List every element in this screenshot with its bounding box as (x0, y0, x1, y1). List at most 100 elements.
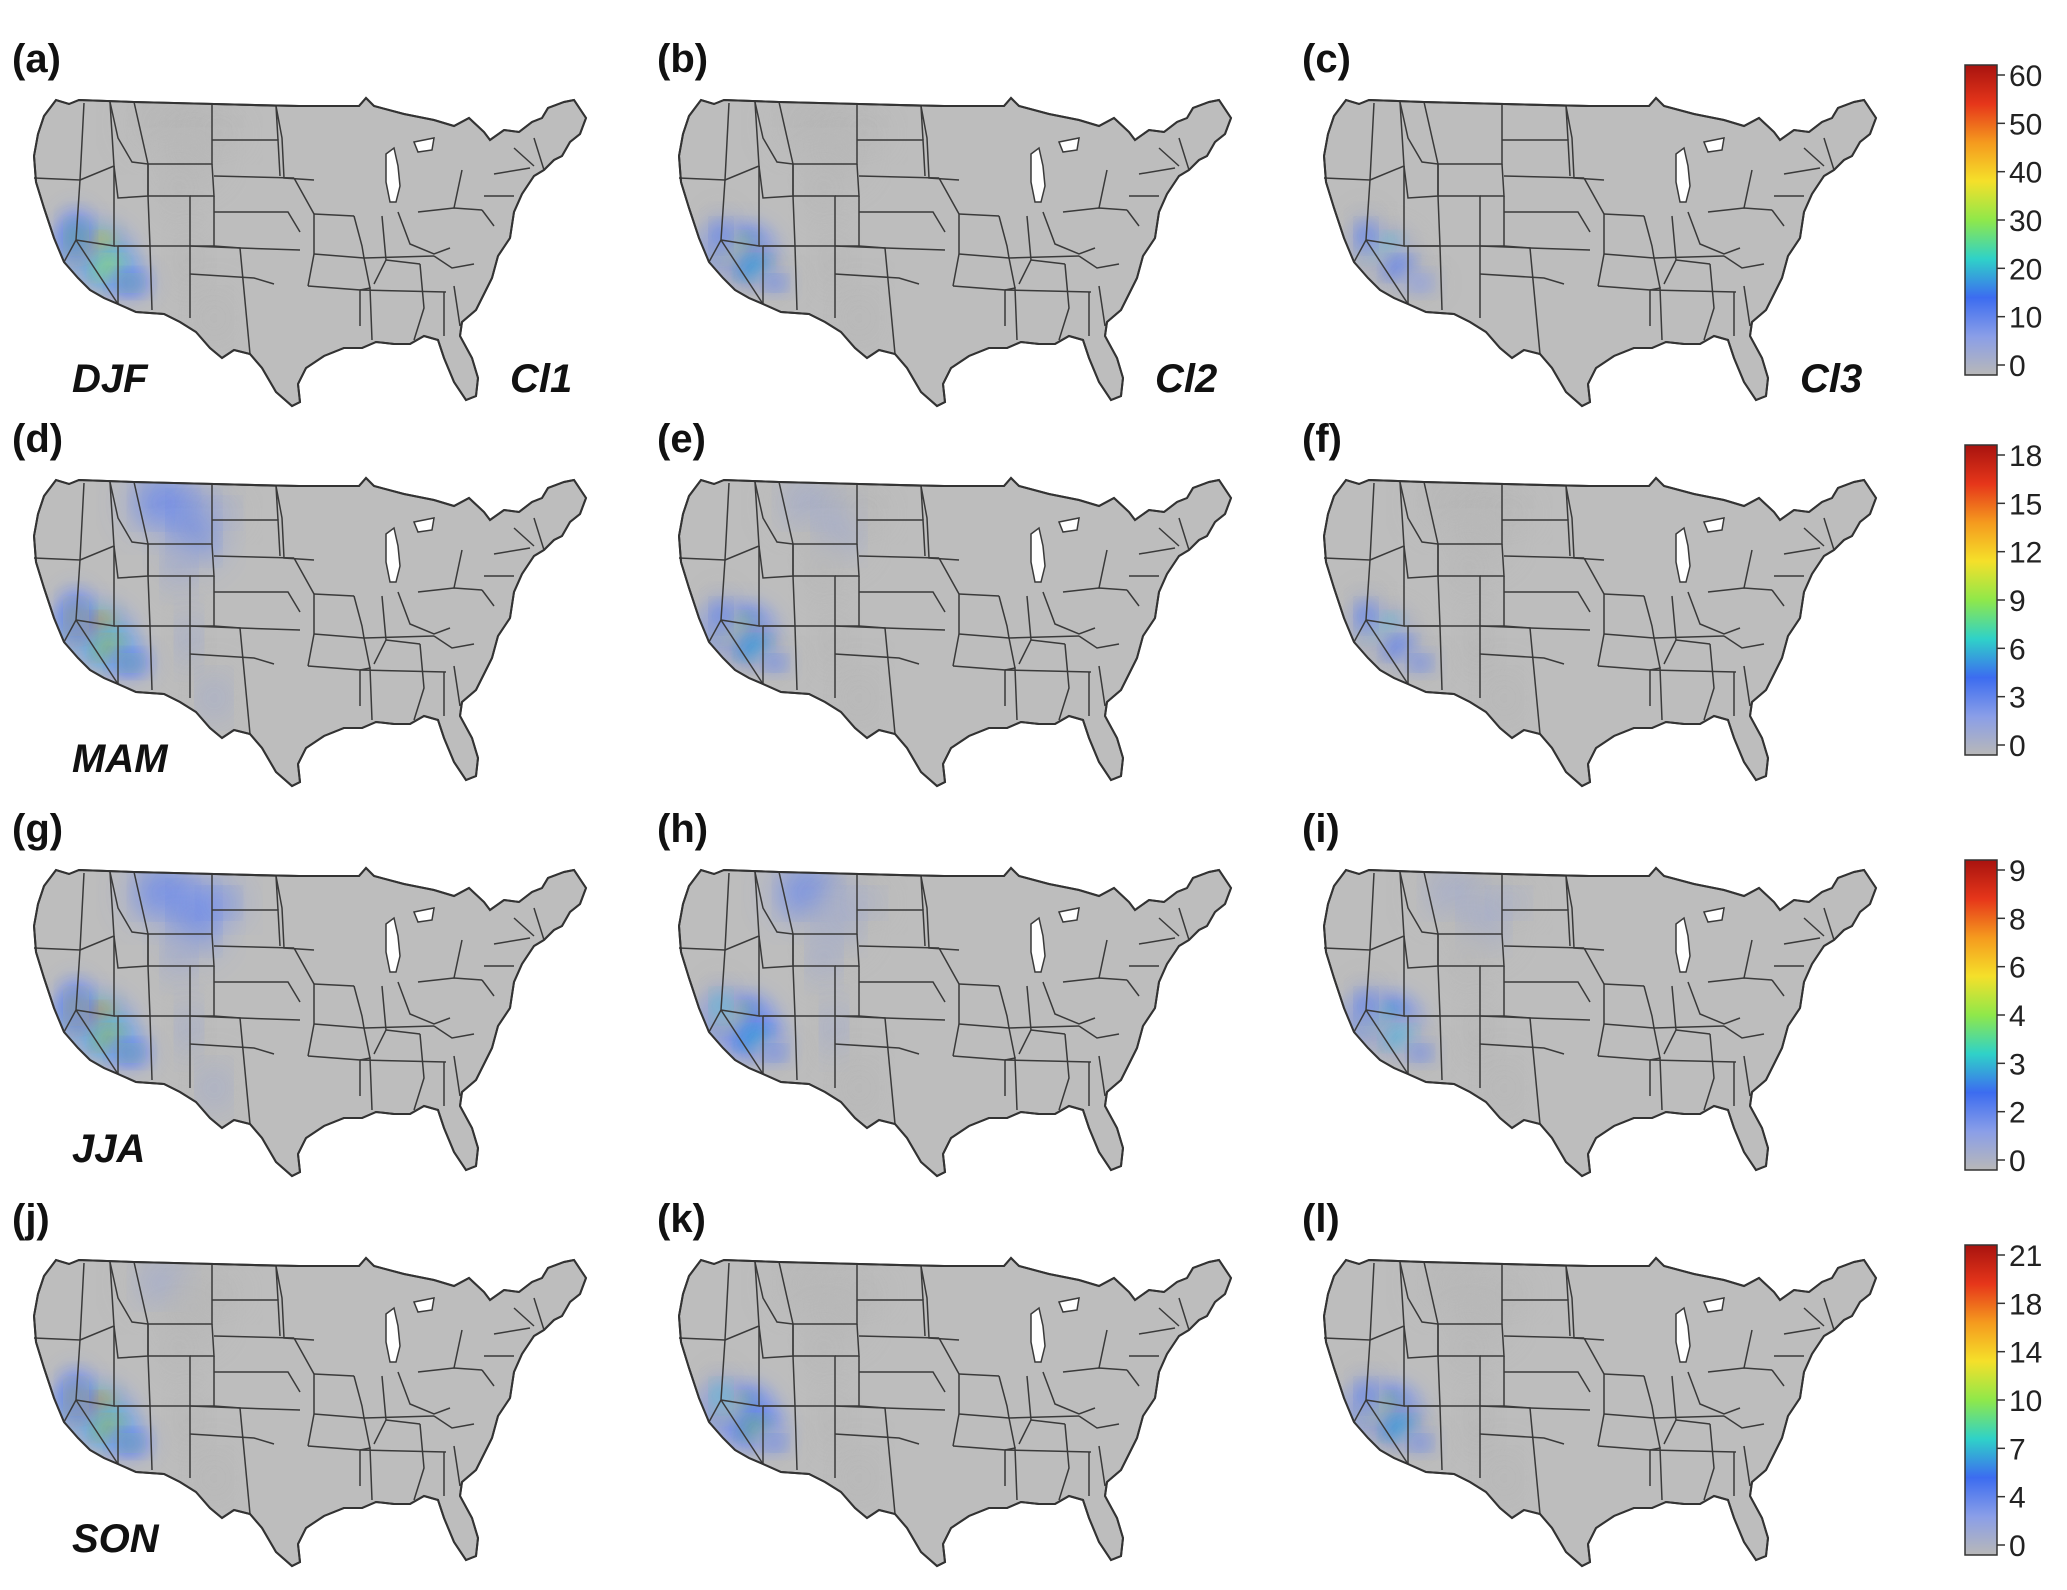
cluster-label: Cl2 (1155, 357, 1217, 401)
state-border (1603, 983, 1645, 987)
state-border (189, 653, 275, 665)
state-border (239, 627, 301, 631)
colorbar-gradient (1965, 1245, 1997, 1555)
state-border (1723, 1415, 1765, 1429)
state-border (1823, 907, 1835, 941)
state-border (453, 549, 463, 589)
season-label: SON (72, 1517, 160, 1561)
state-border (1479, 273, 1565, 285)
panel-label: (f) (1302, 417, 1342, 461)
state-border (213, 1335, 295, 1339)
intensity-blob (206, 504, 232, 522)
state-border (1126, 589, 1140, 607)
state-border (313, 983, 355, 987)
state-border (859, 981, 946, 1003)
state-border (1803, 147, 1825, 167)
us-border (1322, 866, 1878, 1178)
colorbar-tick-label: 60 (2009, 60, 2042, 93)
state-border (1058, 643, 1070, 721)
intensity-blob (1387, 640, 1411, 656)
great-lakes (1675, 1297, 1725, 1363)
state-border (1504, 981, 1591, 1003)
state-border (1479, 1015, 1531, 1019)
state-border (1479, 1405, 1531, 1409)
state-border (1643, 985, 1661, 1059)
state-border (453, 665, 461, 707)
state-border (720, 1009, 764, 1075)
state-border (1042, 211, 1096, 255)
panel-label: (l) (1302, 1197, 1340, 1241)
state-border (1603, 1413, 1655, 1419)
state-border (1138, 167, 1176, 175)
great-lakes (385, 517, 435, 583)
intensity-blob (122, 658, 138, 668)
state-border (1178, 907, 1190, 941)
us-map (32, 476, 588, 788)
state-border (189, 625, 241, 629)
panel-label: (c) (1302, 37, 1351, 81)
state-border (1503, 945, 1585, 949)
state-border (1583, 947, 1605, 1057)
colorbar: 60 50 40 30 20 10 0 (1964, 60, 2042, 383)
state-border (453, 1055, 461, 1097)
state-border (1058, 1423, 1070, 1501)
state-border (1030, 1029, 1066, 1035)
state-border (397, 211, 451, 255)
state-border (958, 213, 1000, 217)
state-border (1603, 253, 1655, 259)
state-border (1158, 527, 1180, 547)
state-border (778, 481, 858, 545)
state-border (1138, 547, 1176, 555)
state-border (397, 1371, 451, 1415)
state-border (1158, 917, 1180, 937)
state-border (859, 591, 946, 613)
state-border (1783, 547, 1821, 555)
state-border (1583, 177, 1605, 287)
intensity-blob (767, 658, 783, 668)
state-border (433, 1415, 475, 1429)
great-lakes (1675, 517, 1725, 583)
intensity-blob (1412, 278, 1428, 288)
us-map (677, 476, 1233, 788)
state-border (1743, 285, 1751, 327)
intensity-blob (1471, 1396, 1487, 1440)
state-border (359, 1059, 447, 1063)
colorbar-tick-label: 20 (2009, 253, 2042, 286)
map-panel: (l) (1302, 1197, 1878, 1568)
state-border (189, 1405, 241, 1409)
state-border (1439, 1405, 1443, 1471)
intensity-blob (1496, 1284, 1522, 1302)
state-border (481, 979, 495, 997)
state-border (1078, 635, 1120, 649)
intensity-blob (204, 1071, 224, 1105)
state-border (938, 947, 960, 1057)
intensity-blob (204, 1461, 224, 1495)
state-border (212, 519, 281, 557)
state-border (413, 1033, 425, 1111)
state-border (1030, 1419, 1066, 1425)
state-border (1178, 1297, 1190, 1331)
state-border (214, 1371, 301, 1393)
state-border (1126, 1369, 1140, 1387)
state-border (920, 485, 960, 561)
state-border (1365, 619, 1409, 685)
intensity-blob (1494, 681, 1514, 715)
state-border (397, 591, 451, 635)
state-border (1687, 591, 1741, 635)
state-border (998, 985, 1016, 1059)
state-border (1503, 1335, 1585, 1339)
state-border (1004, 669, 1092, 673)
state-border (1603, 593, 1645, 597)
us-map (1322, 476, 1878, 788)
intensity-blob (814, 549, 834, 587)
intensity-blob (1471, 1006, 1487, 1050)
intensity-blob (851, 1284, 877, 1302)
state-border (213, 175, 295, 179)
state-border (413, 643, 425, 721)
state-border (1583, 557, 1605, 667)
state-border (1529, 627, 1591, 631)
state-border (1479, 653, 1565, 665)
state-border (938, 557, 960, 667)
state-border (75, 1009, 119, 1075)
state-border (1158, 1307, 1180, 1327)
